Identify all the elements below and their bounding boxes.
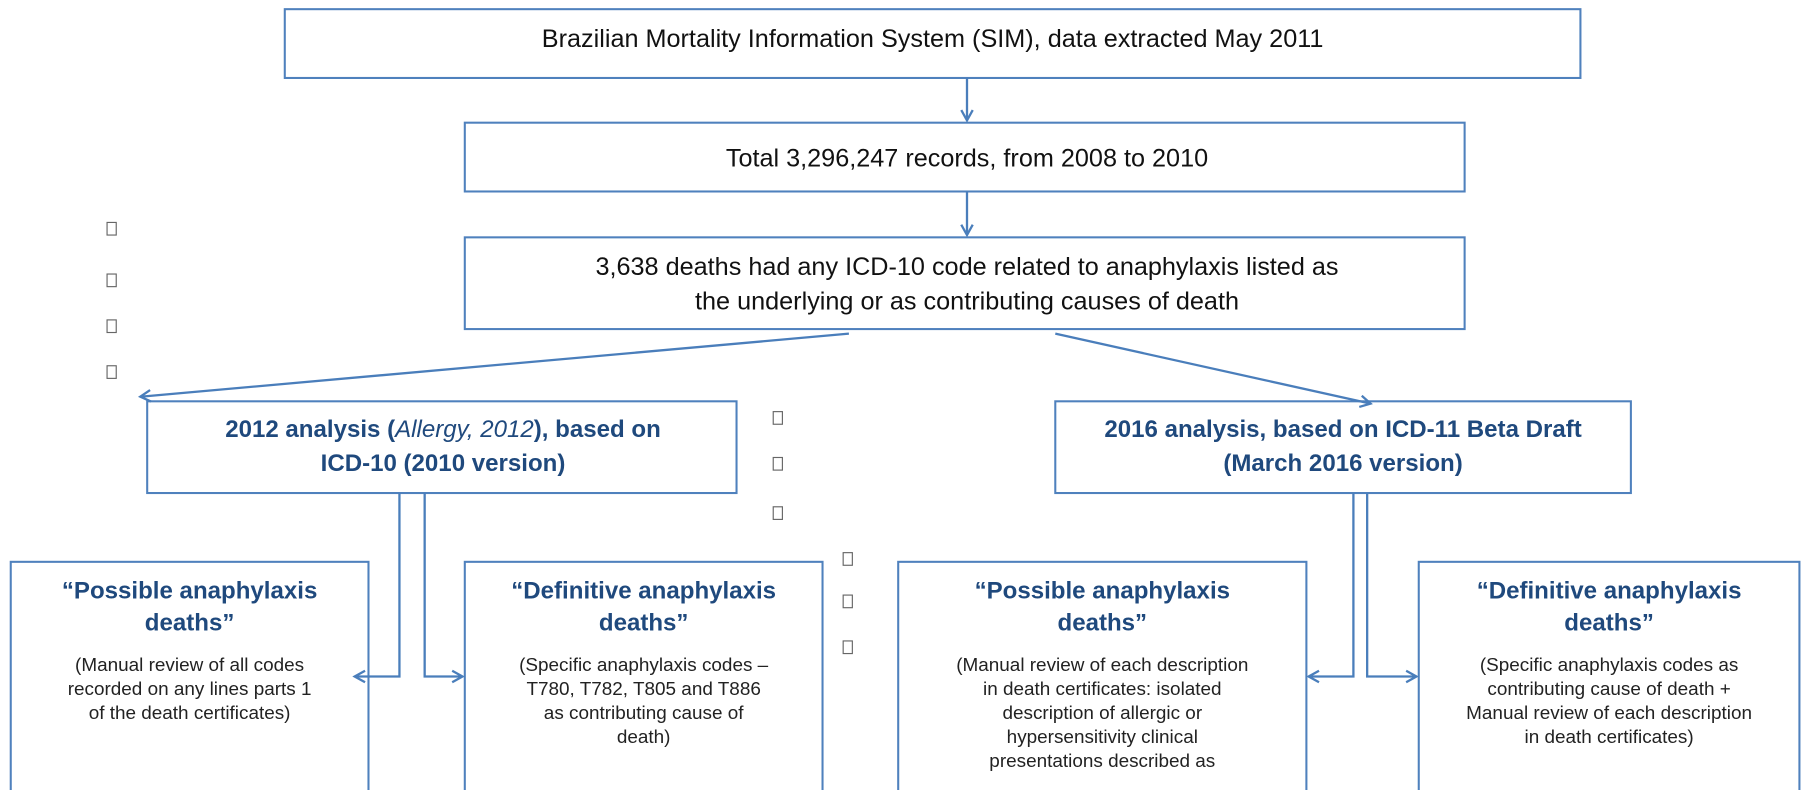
box-2016: [1054, 400, 1632, 495]
placeholder-glyphs: [106, 221, 853, 655]
outcome-title: deaths”: [599, 610, 689, 637]
box-outcome: [463, 560, 824, 790]
outcome-description: description of allergic or: [1002, 703, 1202, 724]
glyph: [106, 365, 117, 379]
box-records: [463, 121, 1466, 193]
outcome-title: “Definitive anaphylaxis: [1477, 578, 1742, 605]
outcome-description: (Specific anaphylaxis codes –: [519, 655, 769, 676]
arrow: [1309, 493, 1355, 676]
outcome-description: (Manual review of each description: [956, 655, 1248, 676]
outcome-description: Manual review of each description: [1466, 703, 1752, 724]
glyph: [772, 456, 783, 471]
analysis-2016-title: 2016 analysis, based on ICD-11 Beta Draf…: [1104, 416, 1581, 443]
outcome-description: of the death certificates): [89, 703, 291, 724]
outcome-title: “Possible anaphylaxis: [975, 578, 1230, 605]
outcome-description: (Specific anaphylaxis codes as: [1480, 655, 1739, 676]
outcome-title: “Possible anaphylaxis: [62, 578, 317, 605]
arrows: [140, 77, 1416, 677]
glyph: [772, 506, 783, 520]
arrow: [1366, 493, 1416, 676]
outcome-description: (Manual review of all codes: [75, 655, 304, 676]
box-source: [283, 8, 1582, 79]
box-outcome: [897, 560, 1308, 790]
box-2012: [146, 400, 738, 495]
outcome-description: recorded on any lines parts 1: [68, 679, 312, 700]
outcome-description: presentations described as: [989, 751, 1215, 772]
title-citation: Allergy, 2012: [393, 416, 534, 443]
title-part: 2012 analysis (: [225, 416, 395, 443]
deaths-line: 3,638 deaths had any ICD-10 code related…: [595, 253, 1338, 281]
outcome-description: death): [617, 727, 671, 748]
glyph: [842, 594, 853, 609]
labels: Brazilian Mortality Information System (…: [225, 25, 1582, 477]
box-outcome: [9, 560, 370, 790]
glyph: [772, 411, 783, 425]
glyph: [842, 640, 853, 655]
arrow: [423, 493, 463, 676]
outcome-title: deaths”: [1058, 610, 1148, 637]
title-part: ), based on: [534, 416, 661, 443]
outcome-description: in death certificates: isolated: [983, 679, 1222, 700]
outcome-title: deaths”: [1564, 610, 1654, 637]
outcome-description: contributing cause of death +: [1487, 679, 1730, 700]
outcome-title: deaths”: [145, 610, 235, 637]
outcome-description: T780, T782, T805 and T886: [526, 679, 760, 700]
arrow: [355, 493, 401, 676]
analysis-2016-title: (March 2016 version): [1223, 450, 1462, 477]
analysis-2012-title: ICD-10 (2010 version): [321, 450, 566, 477]
arrow: [1055, 332, 1370, 404]
arrow: [140, 332, 850, 397]
outcome-description: in death certificates): [1524, 727, 1693, 748]
glyph: [106, 221, 117, 236]
glyph: [842, 552, 853, 566]
boxes: [9, 8, 1801, 790]
outcome-description: as contributing cause of: [544, 703, 744, 724]
deaths-line: the underlying or as contributing causes…: [695, 288, 1239, 316]
analysis-2012-title: 2012 analysis (Allergy, 2012), based on: [225, 416, 661, 443]
box-outcome: [1417, 560, 1801, 790]
glyph: [106, 319, 117, 334]
outcome-title: “Definitive anaphylaxis: [511, 578, 776, 605]
source-title: Brazilian Mortality Information System (…: [542, 25, 1324, 53]
glyph: [106, 273, 117, 288]
outcome-description: hypersensitivity clinical: [1007, 727, 1198, 748]
records-text: Total 3,296,247 records, from 2008 to 20…: [726, 144, 1208, 172]
